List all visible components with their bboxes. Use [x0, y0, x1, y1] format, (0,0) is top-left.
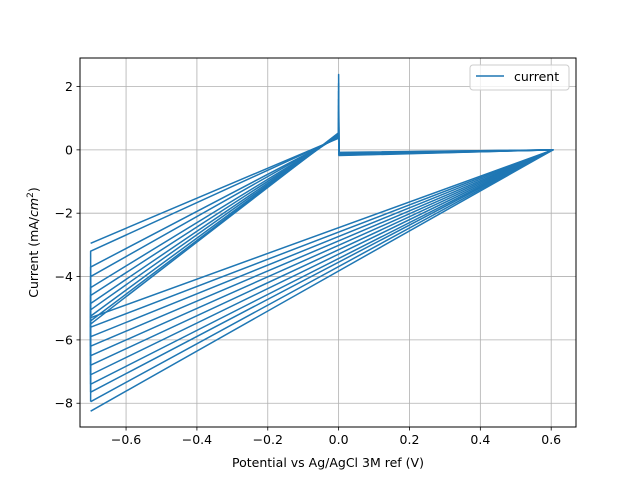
y-axis-label: Current (mA/cm2)	[26, 187, 41, 297]
y-axis-label-suffix: )	[26, 187, 41, 192]
series-current-cycle-line	[89, 132, 554, 412]
x-tick-label: −0.2	[253, 432, 283, 447]
y-axis-label-prefix: Current (mA/	[26, 216, 41, 298]
x-tick-label: 0.4	[470, 432, 490, 447]
axes-frame	[79, 57, 577, 428]
y-tick-label: −4	[55, 269, 73, 284]
x-axis-ticks: −0.6 −0.4 −0.2 0.0 0.2 0.4 0.6	[111, 427, 561, 447]
y-tick-label: −2	[55, 206, 73, 221]
y-axis-label-variable: cm	[26, 198, 41, 217]
y-tick-label: 2	[65, 79, 73, 94]
x-tick-label: −0.6	[111, 432, 141, 447]
legend-box	[469, 64, 570, 91]
legend: current	[469, 64, 570, 91]
y-tick-label: −6	[55, 332, 73, 347]
x-tick-label: −0.4	[182, 432, 212, 447]
x-tick-label: 0.2	[400, 432, 420, 447]
y-tick-label: 0	[65, 142, 73, 157]
legend-label-current: current	[514, 69, 559, 84]
x-tick-label: 0.0	[329, 432, 349, 447]
series-layer	[89, 73, 554, 412]
y-axis-ticks: −8 −6 −4 −2 0 2	[55, 79, 80, 411]
y-tick-label: −8	[55, 396, 73, 411]
x-tick-label: 0.6	[541, 432, 561, 447]
y-axis-label-exponent: 2	[26, 192, 36, 198]
x-axis-label: Potential vs Ag/AgCl 3M ref (V)	[232, 455, 424, 470]
